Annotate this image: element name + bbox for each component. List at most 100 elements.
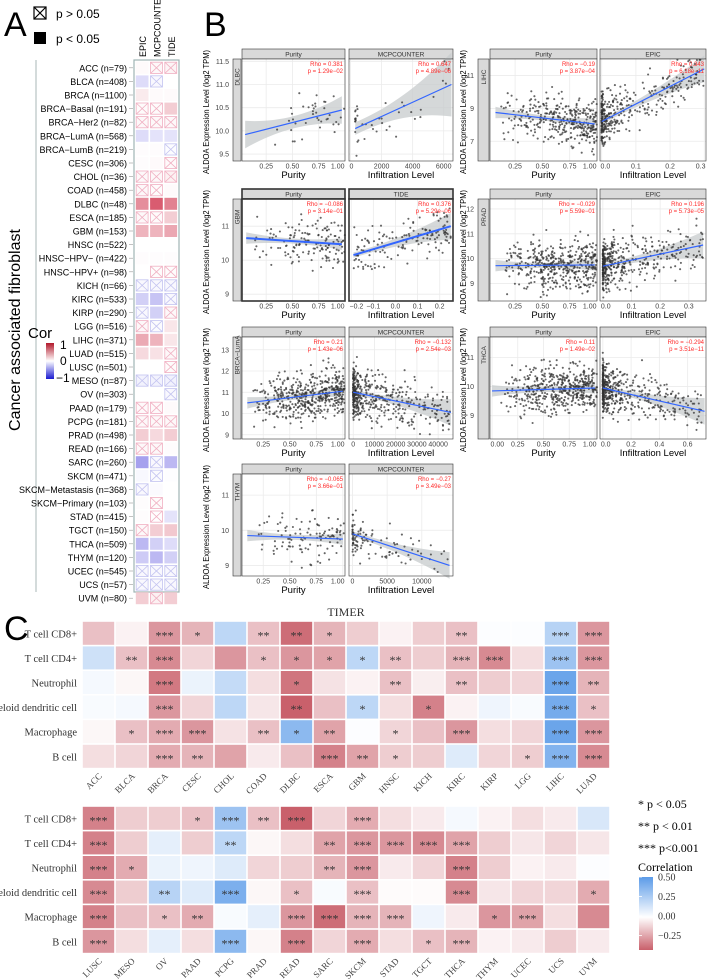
scatter-point [641,101,644,104]
scatter-point [419,116,422,119]
scatter-point [577,112,580,115]
scatter-point [272,233,275,236]
scatter-point [551,401,554,404]
scatter-point [354,257,358,260]
scatter-point [591,134,594,138]
scatter-point [294,408,298,412]
scatter-point [255,245,258,248]
scatter-point [653,259,656,262]
scatter-point [569,249,572,252]
scatter-point [638,110,641,113]
scatter-point [366,265,370,268]
x-tick-label: 0.0 [391,304,401,311]
scatter-point [535,258,538,261]
scatter-point [379,224,383,227]
scatter-point [501,121,505,124]
scatter-point [357,258,361,261]
scatter-point [577,399,580,402]
scatter-point [310,411,313,414]
scatter-point [293,234,296,237]
scatter-point [610,124,613,127]
scatter-point [256,215,259,218]
scatter-point [311,420,314,423]
scatter-point [281,545,284,548]
scatter-point [561,403,564,406]
y-tick-label: 11 [467,73,474,80]
scatter-point [564,404,567,407]
scatter-group-thym: ALDOA Expression Level (log2 TPM) THYM910… [201,463,454,596]
scatter-point [289,534,292,537]
p-value-label: p = 1.43e−06 [308,347,344,353]
scatter-point [440,552,443,555]
scatter-point [533,280,536,284]
scatter-point [378,414,381,417]
scatter-point [354,550,357,553]
scatter-point [367,385,370,388]
scatter-point [326,225,329,228]
scatter-point [667,243,670,246]
scatter-point [335,401,338,405]
scatter-point [317,395,320,399]
cancer-label: BRCA−LumA [235,335,242,374]
scatter-point [558,390,561,394]
scatter-point [377,265,380,268]
heatmap-cell [181,646,214,670]
scatter-point [407,396,410,399]
scatter-point [505,259,508,262]
scatter-point [325,396,328,399]
scatter-point [444,415,448,418]
not-significant-box [150,415,163,428]
heatmap-cell [164,238,178,251]
scatter-point [360,260,363,263]
heatmap-cell [313,695,346,719]
scatter-point [538,259,541,262]
scatter-point [561,247,564,250]
scatter-point [517,386,520,389]
scatter-point [678,83,681,87]
scatter-point [629,97,632,101]
scatter-point [689,400,693,403]
not-significant-cross-icon [150,578,163,591]
scatter-point [299,369,302,372]
not-significant-cross-icon [135,483,149,496]
scatter-point [677,258,680,261]
scatter-point [298,528,302,531]
scatter-point [263,521,266,524]
scatter-point [689,267,692,270]
scatter-point [567,393,570,396]
scatter-point [285,404,288,407]
heatmap-row: LUSC (n=501) [69,360,178,373]
scatter-point [440,407,443,410]
scatter-point [410,418,413,421]
scatter-point [571,255,574,258]
scatter-point [673,414,676,417]
scatter-point [544,378,547,381]
scatter-point [602,268,605,271]
scatter-point [696,421,699,424]
scatter-point [535,396,538,399]
scatter-point [371,374,374,378]
not-significant-cross-icon [135,170,149,183]
scatter-point [627,103,630,107]
scatter-point [677,89,680,92]
scatter-point [626,247,629,250]
scatter-point [614,283,617,286]
scatter-point [446,419,449,423]
scatter-point [426,257,429,260]
scatter-point [520,124,523,127]
scatter-point [369,543,372,546]
scatter-point [584,251,587,254]
color-tick: 0.25 [658,892,676,903]
scatter-point [547,268,550,271]
scatter-point [412,220,415,224]
scatter-point [588,396,591,399]
heatmap-1: T cell CD8+ *** * ** ** * ** *** ***T cell CD4+ *… [0,621,610,796]
scatter-point [551,276,554,279]
not-significant-box [150,265,163,278]
scatter-point [399,417,402,420]
scatter-point [298,92,301,95]
p-value-label: p = 5.59e−01 [560,209,596,215]
scatter-point [322,388,325,391]
scatter-point [281,400,284,403]
